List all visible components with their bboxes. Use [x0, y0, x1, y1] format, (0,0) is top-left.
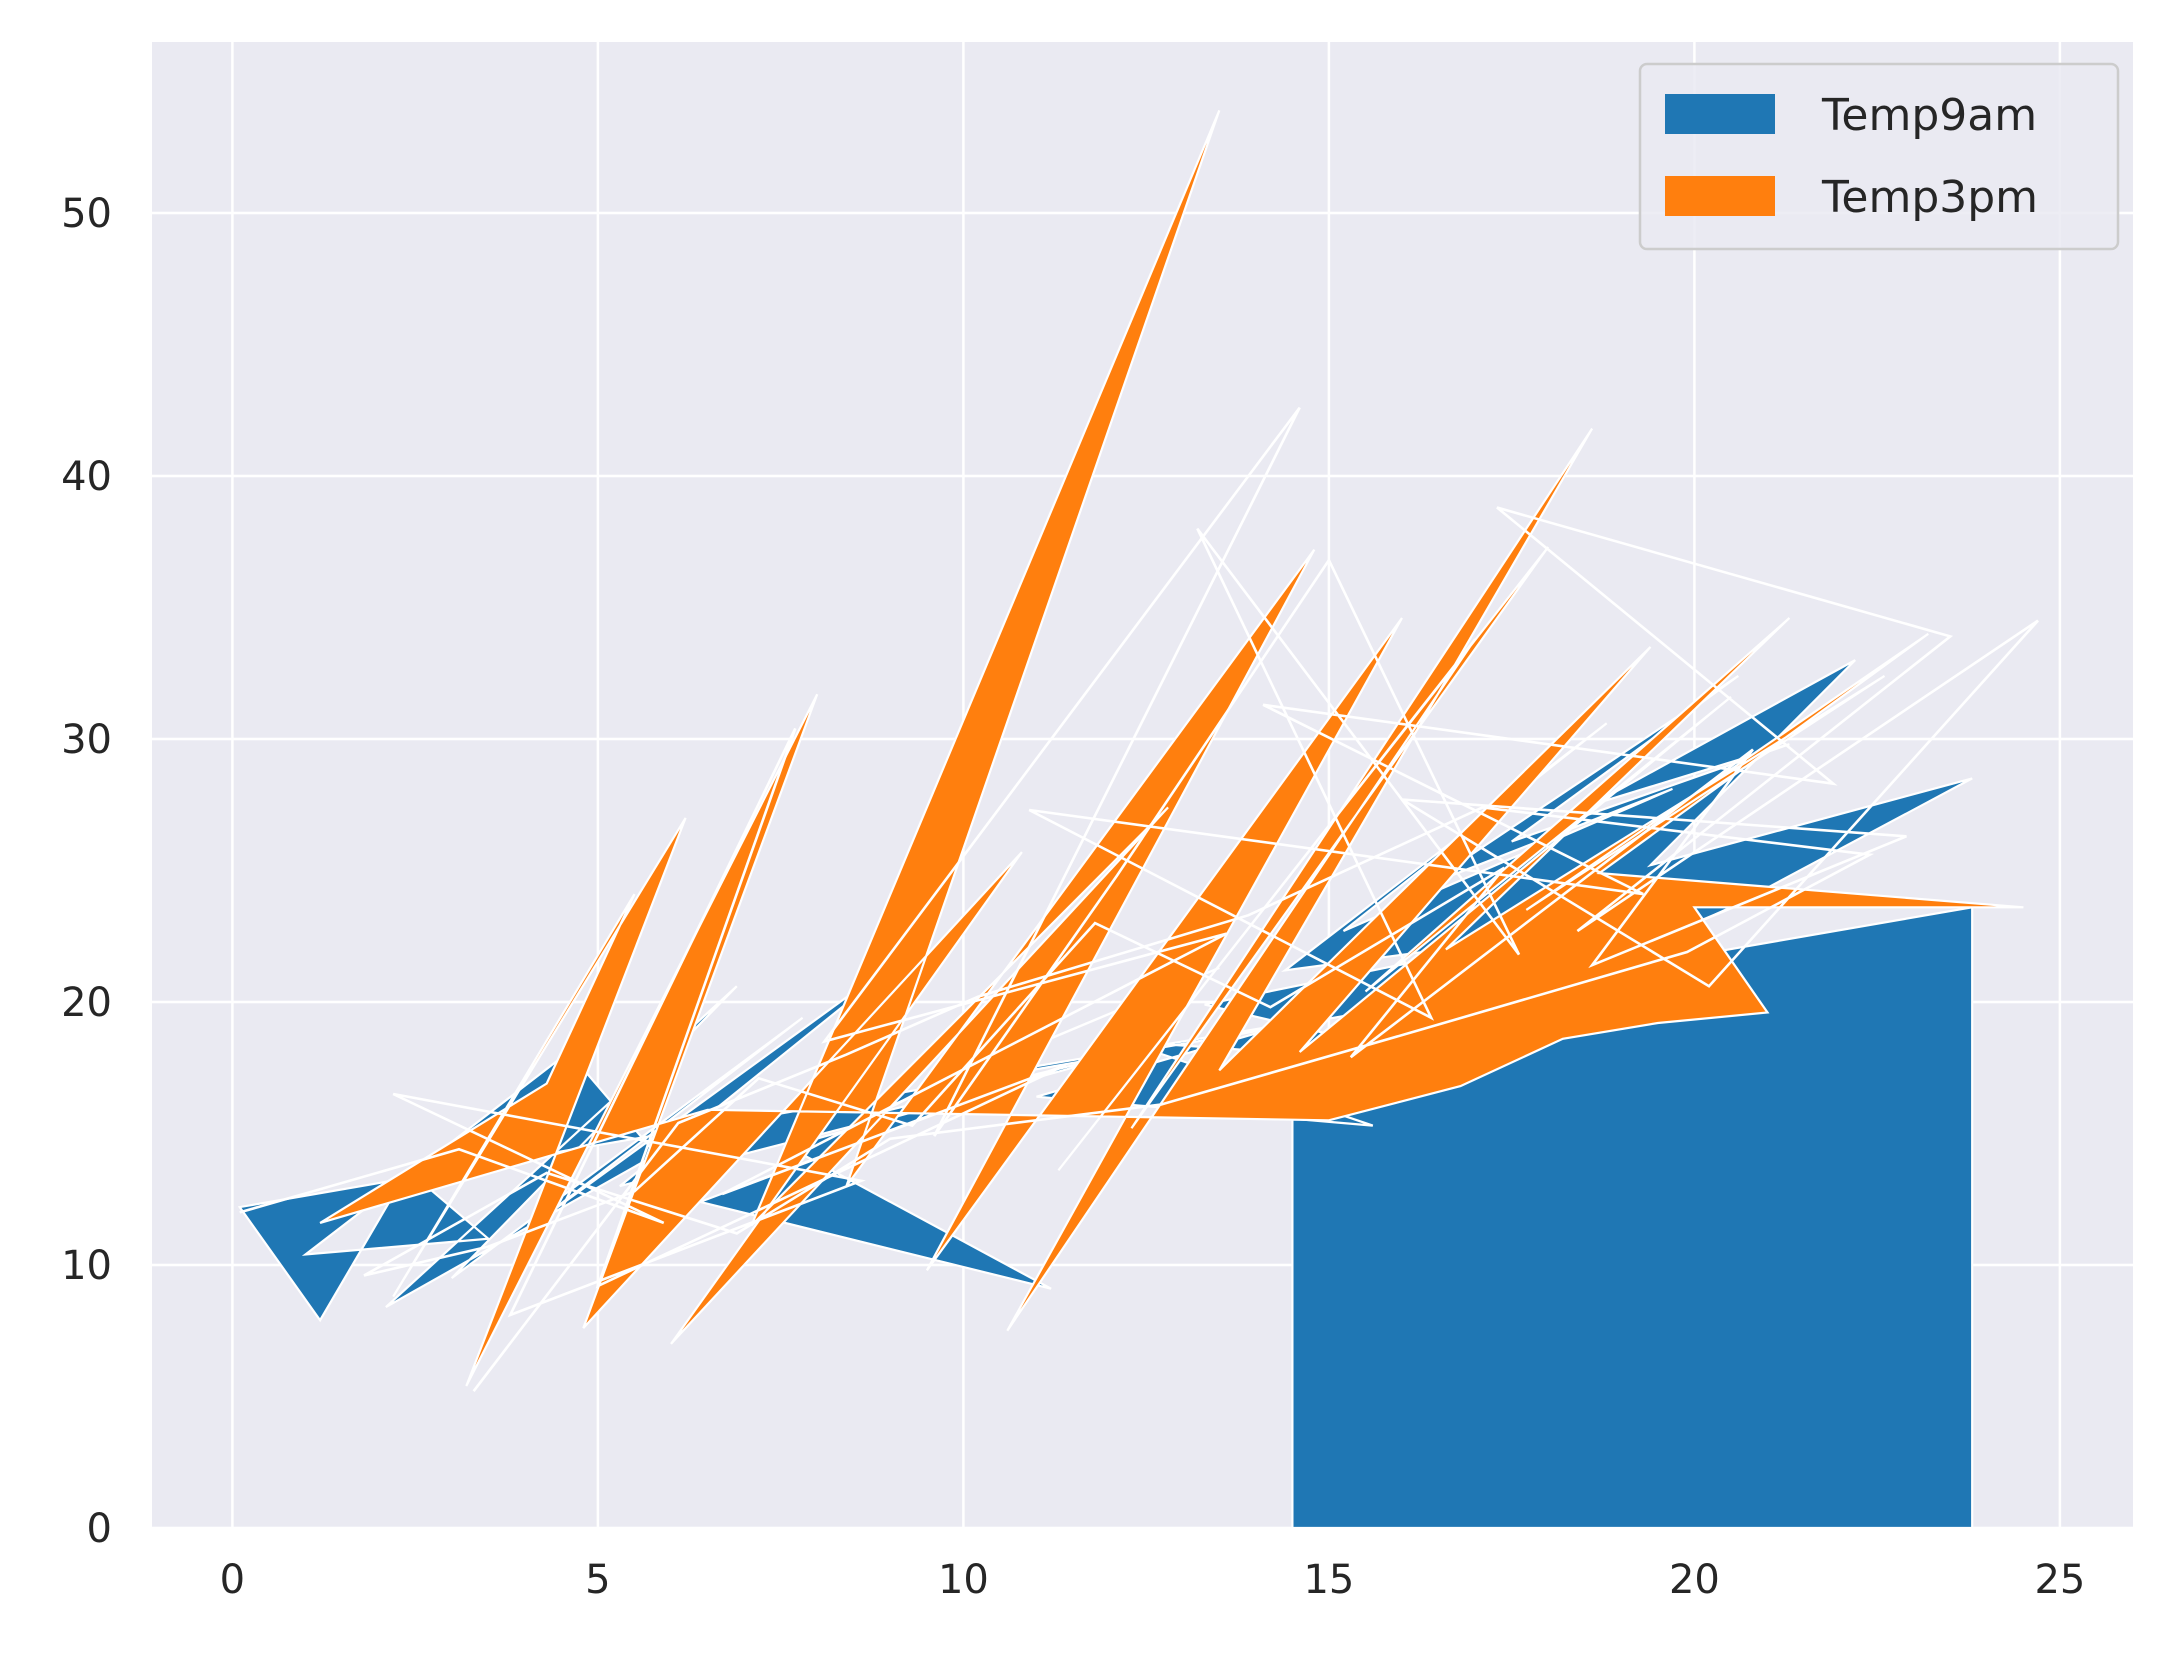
x-tick-label: 5 [585, 1557, 610, 1603]
tick-labels: 0 5 10 15 20 25 0 10 20 30 40 50 [61, 191, 2085, 1603]
x-tick-label: 20 [1669, 1557, 1720, 1603]
y-tick-label: 40 [61, 454, 112, 500]
y-tick-label: 20 [61, 980, 112, 1026]
x-tick-label: 0 [220, 1557, 245, 1603]
legend-label-temp9am: Temp9am [1821, 90, 2037, 141]
x-tick-label: 25 [2034, 1557, 2085, 1603]
x-tick-label: 10 [938, 1557, 989, 1603]
series-areas [237, 109, 2039, 1530]
legend-label-temp3pm: Temp3pm [1821, 172, 2038, 223]
series-temp3pm-area [319, 109, 2024, 1387]
legend-swatch-temp9am [1665, 94, 1775, 134]
legend: Temp9am Temp3pm [1638, 62, 2120, 251]
y-tick-label: 10 [61, 1243, 112, 1289]
x-tick-label: 15 [1303, 1557, 1354, 1603]
y-tick-label: 0 [87, 1506, 112, 1552]
series-outline-trace [239, 406, 2039, 1392]
y-tick-label: 30 [61, 717, 112, 763]
y-tick-label: 50 [61, 191, 112, 237]
legend-swatch-temp3pm [1665, 176, 1775, 216]
